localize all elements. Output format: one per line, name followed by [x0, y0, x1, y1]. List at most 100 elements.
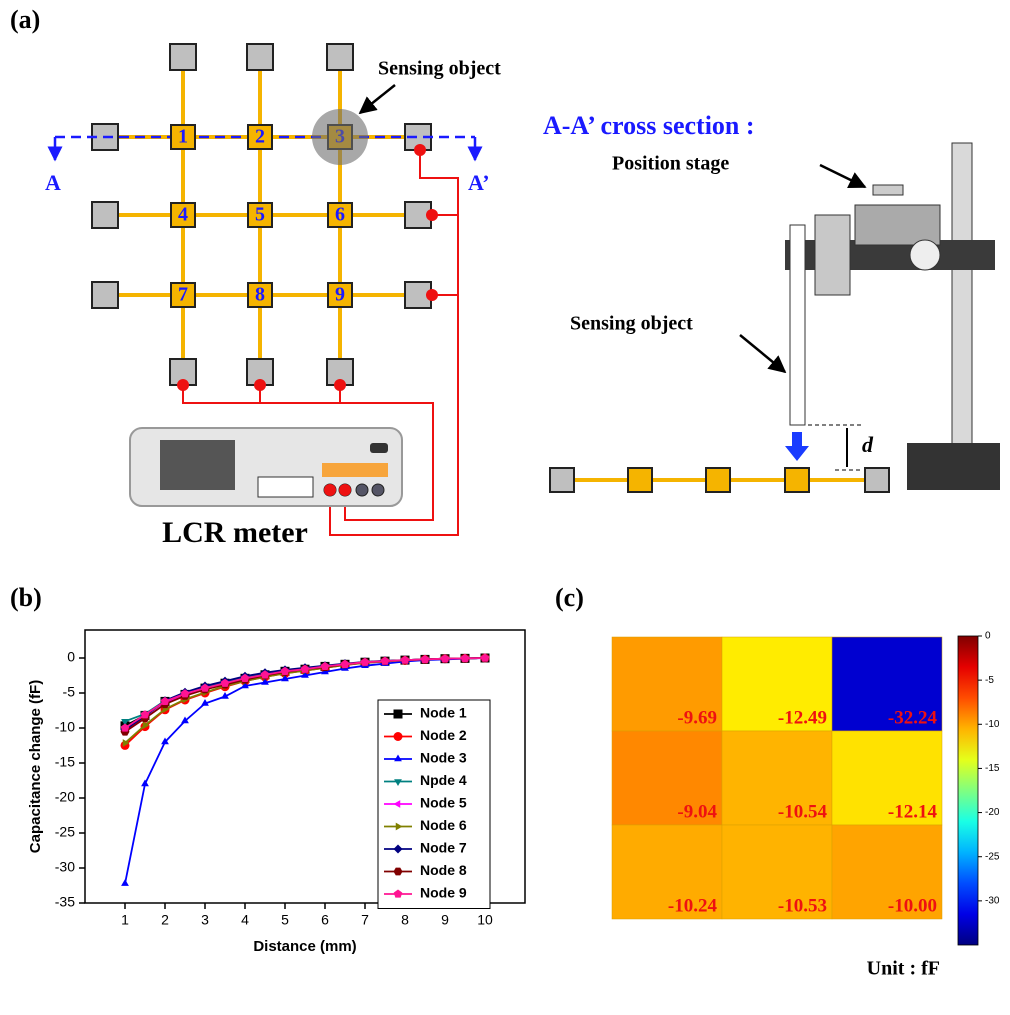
- colorbar-tick-label: -20: [985, 807, 1000, 818]
- legend-label: Node 3: [420, 750, 467, 766]
- legend-marker: [393, 732, 403, 741]
- pointer: [358, 84, 396, 115]
- pad: [627, 467, 653, 493]
- legend-marker: [393, 709, 403, 719]
- x-tick-label: 6: [321, 912, 329, 928]
- data-point: [380, 656, 390, 665]
- data-point: [240, 673, 250, 682]
- data-point: [161, 737, 169, 745]
- pad: [91, 281, 119, 309]
- data-point: [440, 654, 450, 663]
- y-tick-label: -30: [55, 859, 75, 875]
- label: A’: [468, 170, 490, 195]
- data-point: [260, 670, 270, 679]
- x-tick-label: 4: [241, 912, 249, 928]
- colorbar-tick-label: 0: [985, 631, 991, 642]
- pad: [327, 202, 353, 228]
- label: Position stage: [612, 153, 729, 175]
- x-tick-label: 5: [281, 912, 289, 928]
- heat-cell: [831, 730, 943, 826]
- y-tick-label: -15: [55, 754, 75, 770]
- heat-cell: [721, 824, 833, 920]
- meter-panel: [322, 463, 388, 477]
- cell-label: -10.54: [778, 801, 828, 822]
- heat-cell: [831, 824, 943, 920]
- legend-marker: [393, 800, 401, 808]
- y-tick-label: -10: [55, 719, 75, 735]
- wire-dot: [254, 379, 266, 391]
- data-point: [140, 710, 150, 719]
- node-label: 1: [178, 126, 188, 148]
- data-point: [480, 653, 490, 662]
- colorbar-tick-label: -15: [985, 763, 1000, 774]
- pad: [91, 201, 119, 229]
- knob: [909, 239, 941, 271]
- wire: [329, 150, 459, 536]
- wire-dot: [414, 144, 426, 156]
- ruler: [814, 214, 851, 296]
- charts: 0 -5 -10 -15 -20 -25 -30 -35 1 2 3 4 5 6 7 8 9 10 Distance…: [27, 629, 1000, 980]
- data-point: [460, 653, 470, 662]
- data-point: [181, 716, 189, 724]
- pad: [327, 282, 353, 308]
- node-label: 4: [178, 204, 188, 226]
- cell-label: -9.04: [677, 801, 717, 822]
- probe: [789, 224, 806, 426]
- wire-dot: [426, 289, 438, 301]
- pad: [549, 467, 575, 493]
- node-label: 2: [255, 126, 265, 148]
- meter-knob: [371, 483, 385, 497]
- pointer: [739, 334, 787, 374]
- pad: [705, 467, 731, 493]
- meter-knob: [355, 483, 369, 497]
- meter-slot: [257, 476, 314, 498]
- label: Sensing object: [570, 313, 693, 335]
- label: A-A’ cross section :: [543, 111, 755, 140]
- sensing-object: [312, 109, 368, 165]
- x-tick-label: 7: [361, 912, 369, 928]
- legend-label: Node 5: [420, 795, 467, 811]
- data-point: [220, 678, 230, 687]
- pointer: [819, 163, 867, 189]
- cell-label: -10.53: [778, 895, 827, 916]
- pad: [170, 124, 196, 150]
- node-label: 6: [335, 204, 345, 226]
- colorbar: [957, 635, 979, 946]
- data-point: [122, 739, 130, 747]
- heat-cell: [721, 636, 833, 732]
- cell-label: -12.14: [888, 801, 938, 822]
- panel-label: (c): [555, 583, 584, 612]
- base: [907, 443, 1000, 490]
- legend-label: Node 9: [420, 885, 467, 901]
- plot-frame: [84, 629, 526, 904]
- data-point: [241, 681, 249, 689]
- label: Sensing object: [378, 58, 501, 80]
- pad: [247, 124, 273, 150]
- colorbar-tick-label: -30: [985, 895, 1000, 906]
- y-axis-label: Capacitance change (fF): [27, 680, 44, 853]
- legend-label: Npde 4: [420, 772, 467, 788]
- cell-label: -32.24: [888, 707, 938, 728]
- y-tick-label: -5: [63, 684, 76, 700]
- colorbar-tick-label: -25: [985, 851, 1000, 862]
- wire-dot: [324, 484, 336, 496]
- data-point: [301, 671, 309, 678]
- legend-marker: [393, 844, 403, 854]
- cell-label: -10.00: [888, 895, 937, 916]
- legend-label: Node 7: [420, 840, 467, 856]
- legend-marker: [394, 754, 402, 762]
- colorbar-tick-label: -10: [985, 719, 1000, 730]
- meter-screen: [160, 440, 235, 490]
- meter-btn: [370, 443, 388, 453]
- pad: [247, 282, 273, 308]
- pad: [170, 282, 196, 308]
- data-point: [141, 779, 149, 787]
- data-point: [280, 666, 290, 675]
- y-tick-label: -20: [55, 789, 75, 805]
- legend-label: Node 2: [420, 727, 467, 743]
- legend-marker: [395, 822, 403, 831]
- node-label: 5: [255, 204, 265, 226]
- cell-label: -10.24: [668, 895, 718, 916]
- legend-marker: [393, 867, 403, 876]
